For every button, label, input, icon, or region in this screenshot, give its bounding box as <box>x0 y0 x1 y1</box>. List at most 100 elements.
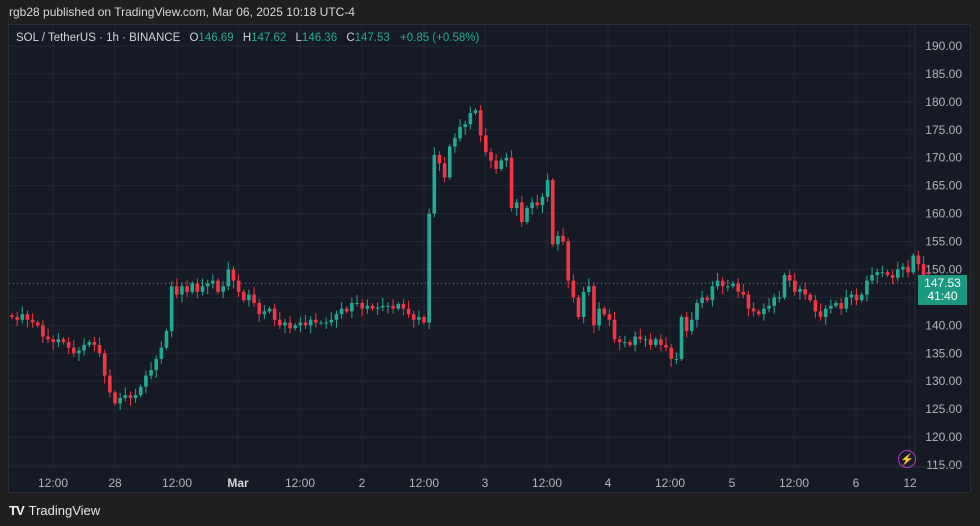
y-axis-tick: 165.00 <box>925 179 962 193</box>
candle-body <box>561 235 565 242</box>
candle-body <box>303 322 308 326</box>
x-axis-tick: 12:00 <box>38 476 68 490</box>
candle-body <box>267 308 272 312</box>
candle-body <box>602 308 607 315</box>
candle-body <box>324 322 328 324</box>
x-axis-tick: 12:00 <box>779 476 809 490</box>
candle-body <box>231 269 236 281</box>
candle-body <box>612 319 617 340</box>
candle-body <box>226 269 231 287</box>
high-value: 147.62 <box>251 32 287 44</box>
candle-body <box>334 314 339 320</box>
candle-body <box>916 255 921 264</box>
candle-body <box>432 154 437 214</box>
candle-body <box>417 316 421 320</box>
candle-body <box>695 303 699 320</box>
candle-body <box>921 263 926 276</box>
candle-body <box>540 196 545 206</box>
candle-body <box>401 304 406 309</box>
candle-body <box>396 304 401 309</box>
candle-body <box>344 308 349 312</box>
candle-body <box>473 110 478 114</box>
tradingview-brand[interactable]: TV TradingView <box>9 503 100 518</box>
candle-body <box>278 319 282 326</box>
x-axis-tick: 12:00 <box>162 476 192 490</box>
candle-body <box>844 297 849 309</box>
candle-body <box>164 330 169 348</box>
candle-body <box>520 202 524 222</box>
candle-body <box>144 375 148 387</box>
change-value: +0.85 (+0.58%) <box>400 32 480 44</box>
candle-body <box>803 289 807 295</box>
candle-body <box>818 311 823 317</box>
candle-body <box>643 339 648 341</box>
candle-body <box>659 339 663 345</box>
y-axis-tick: 155.00 <box>925 235 962 249</box>
candle-body <box>587 286 591 292</box>
candle-body <box>468 113 473 125</box>
candle-body <box>499 160 504 169</box>
candle-body <box>756 311 761 315</box>
candle-body <box>108 375 112 393</box>
y-axis-tick: 175.00 <box>925 123 962 137</box>
lightning-icon[interactable]: ⚡ <box>898 450 916 468</box>
y-axis-tick: 140.00 <box>925 318 962 332</box>
candle-body <box>360 303 364 309</box>
y-axis-tick: 180.00 <box>925 95 962 109</box>
candle-body <box>72 347 76 354</box>
candle-body <box>35 322 40 326</box>
open-label: O <box>189 32 199 44</box>
candle-body <box>484 135 488 153</box>
last-price-tag: 147.53 41:40 <box>918 275 967 305</box>
candle-body <box>118 397 122 404</box>
candle-body <box>370 305 375 309</box>
candle-body <box>247 294 251 301</box>
candle-body <box>283 322 287 326</box>
candle-body <box>51 339 55 343</box>
candle-body <box>241 291 246 301</box>
candle-body <box>216 280 220 292</box>
candle-body <box>406 308 411 315</box>
x-axis-tick: 12:00 <box>532 476 562 490</box>
candle-body <box>762 308 766 315</box>
x-axis-tick: 12 <box>903 476 917 490</box>
bar-countdown: 41:40 <box>927 289 958 303</box>
candle-body <box>669 347 673 359</box>
candle-body <box>308 319 313 326</box>
candle-body <box>427 213 431 323</box>
candle-body <box>46 336 50 340</box>
y-axis-tick: 115.00 <box>926 458 962 472</box>
candle-body <box>350 303 354 312</box>
candle-body <box>504 157 509 161</box>
candle-body <box>839 303 843 309</box>
candle-body <box>453 138 457 147</box>
candle-body <box>890 275 895 278</box>
candle-body <box>880 272 885 274</box>
candle-body <box>530 202 534 209</box>
candle-body <box>592 286 596 326</box>
candle-body <box>458 127 462 139</box>
candle-body <box>381 305 385 308</box>
candle-body <box>211 280 215 284</box>
candle-body <box>576 297 581 317</box>
candle-body <box>746 294 751 309</box>
tradingview-logo-icon: TV <box>9 503 25 518</box>
candle-body <box>906 266 910 273</box>
symbol-label[interactable]: SOL / TetherUS · 1h · BINANCE <box>16 32 181 44</box>
low-value: 146.36 <box>301 32 338 44</box>
candle-body <box>777 297 782 299</box>
low-label: L <box>295 32 302 44</box>
candle-body <box>87 342 92 345</box>
candle-body <box>741 291 746 295</box>
candle-body <box>442 163 447 178</box>
x-axis-tick: 6 <box>853 476 860 490</box>
candle-body <box>896 269 900 278</box>
candle-body <box>731 283 735 287</box>
candle-body <box>15 316 19 320</box>
candle-body <box>638 336 643 340</box>
candle-body <box>30 319 35 323</box>
candle-body <box>149 370 153 376</box>
candle-body <box>901 266 905 270</box>
candle-body <box>41 325 45 337</box>
